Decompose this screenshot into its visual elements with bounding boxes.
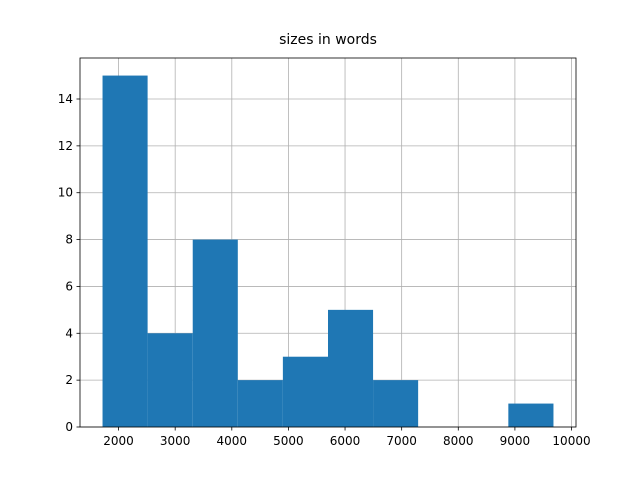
bar xyxy=(508,403,554,427)
x-tick-label: 2000 xyxy=(103,434,134,448)
plot-frame xyxy=(79,57,577,428)
bar xyxy=(237,380,283,427)
x-tick-label: 10000 xyxy=(552,434,590,448)
y-tick-label: 0 xyxy=(65,420,73,434)
bar xyxy=(282,356,328,427)
y-tick-label: 14 xyxy=(58,92,73,106)
x-tick-label: 8000 xyxy=(443,434,474,448)
bar xyxy=(192,239,238,427)
x-tick-label: 6000 xyxy=(330,434,361,448)
y-tick-label: 8 xyxy=(65,233,73,247)
x-tick-label: 9000 xyxy=(500,434,531,448)
y-tick-label: 4 xyxy=(65,326,73,340)
x-tick-label: 4000 xyxy=(217,434,248,448)
bar xyxy=(328,309,374,427)
bar xyxy=(147,333,193,427)
bar xyxy=(373,380,419,427)
y-tick-label: 2 xyxy=(65,373,73,387)
x-tick-label: 3000 xyxy=(160,434,191,448)
x-tick-label: 5000 xyxy=(273,434,304,448)
y-tick-label: 10 xyxy=(58,186,73,200)
bar xyxy=(102,75,148,428)
chart-title: sizes in words xyxy=(279,32,377,48)
y-tick-label: 12 xyxy=(58,139,73,153)
x-tick-label: 7000 xyxy=(386,434,417,448)
y-tick-label: 6 xyxy=(65,279,73,293)
